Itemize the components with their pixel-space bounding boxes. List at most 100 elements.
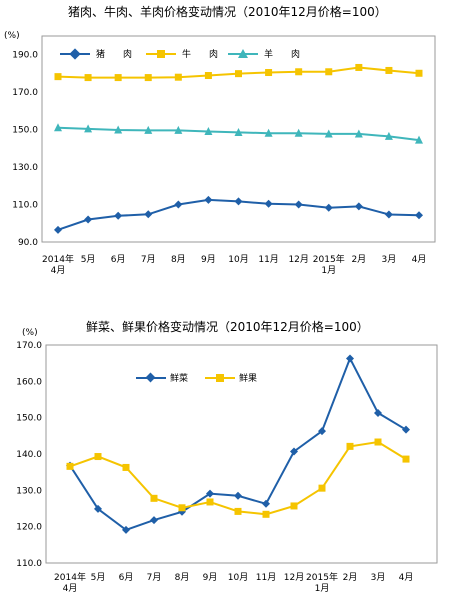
legend-label: 鲜果 [239, 372, 257, 384]
data-point [54, 123, 62, 132]
data-point [415, 211, 423, 220]
data-point [415, 135, 423, 144]
data-point [144, 125, 153, 134]
legend-label: 鲜菜 [170, 372, 188, 384]
data-point [234, 127, 243, 136]
x-tick-label: 7月 [147, 572, 162, 583]
y-tick-label: 160.0 [16, 377, 42, 387]
legend-marker [216, 374, 224, 382]
chart-title: 鲜菜、鲜果价格变动情况（2010年12月价格=100） [86, 319, 369, 334]
y-tick-label: 170.0 [16, 341, 42, 351]
data-point [324, 129, 333, 138]
data-point [324, 203, 333, 212]
data-point [346, 442, 354, 450]
data-point [204, 72, 212, 80]
data-point [385, 66, 393, 74]
data-point [264, 128, 273, 137]
data-point [114, 211, 123, 220]
legend-marker [69, 48, 81, 60]
data-point [122, 463, 130, 471]
x-tick-label: 3月 [371, 572, 386, 583]
x-tick-label: 8月 [171, 254, 186, 265]
data-point [262, 510, 270, 518]
x-tick-label: 4月 [399, 572, 414, 583]
legend-item-mutton: 羊 肉 [228, 48, 300, 60]
x-tick-label: 11月 [258, 254, 278, 265]
x-axis: 2014年 4月 5月 6月 7月 8月 9月 10月 11月 12月 2015年 1月 2月 3月 4月 [42, 253, 426, 276]
data-point [415, 69, 423, 77]
data-point [174, 73, 182, 81]
data-point [84, 124, 93, 133]
data-point [295, 68, 303, 76]
data-point [114, 74, 122, 82]
data-point [144, 74, 152, 82]
series-line [69, 440, 407, 516]
legend-item-beef: 牛 肉 [146, 48, 218, 60]
y-tick-label: 90.0 [18, 238, 38, 248]
plot-frame [41, 35, 436, 243]
data-point [235, 70, 242, 78]
legend: 鲜菜 鲜果 [136, 372, 257, 384]
data-point [290, 447, 298, 456]
data-point [150, 494, 158, 502]
legend: 猪 肉 牛 肉 羊 肉 [60, 48, 300, 60]
x-tick-label: 9月 [203, 572, 218, 583]
data-point [290, 502, 298, 510]
data-point [354, 202, 363, 211]
y-tick-label: 190.0 [12, 51, 38, 61]
data-point [318, 427, 326, 436]
legend-marker [157, 50, 165, 58]
data-point [294, 128, 303, 137]
data-point [54, 73, 62, 81]
data-point [384, 131, 393, 140]
y-tick-label: 130.0 [12, 163, 38, 173]
data-point [204, 127, 213, 136]
data-point [234, 197, 243, 206]
series-group [66, 354, 410, 534]
series-group [54, 63, 423, 234]
data-point [374, 438, 382, 446]
data-point [150, 516, 158, 525]
x-tick-label: 11月 [256, 572, 276, 583]
data-point [264, 199, 273, 208]
x-tick-label: 9月 [201, 254, 216, 265]
data-point [206, 498, 214, 506]
y-tick-label: 150.0 [16, 414, 42, 424]
data-point [94, 453, 102, 461]
y-axis-unit: (%) [22, 328, 38, 338]
data-point [234, 491, 242, 500]
x-tick-label: 2015年 1月 [313, 253, 345, 276]
legend-label: 羊 肉 [264, 48, 300, 60]
data-point [262, 499, 270, 508]
x-tick-label: 6月 [119, 572, 134, 583]
y-tick-label: 130.0 [16, 486, 42, 496]
data-point [374, 408, 382, 417]
data-point [114, 125, 123, 134]
x-tick-label: 5月 [81, 254, 96, 265]
data-point [84, 215, 93, 224]
x-tick-label: 5月 [91, 572, 106, 583]
legend-label: 牛 肉 [182, 48, 218, 60]
data-point [144, 210, 153, 219]
x-tick-label: 2月 [351, 254, 366, 265]
x-tick-label: 2015年 1月 [306, 571, 338, 594]
data-point [318, 484, 326, 492]
legend-item-pork: 猪 肉 [60, 48, 132, 60]
x-tick-label: 2014年 4月 [42, 253, 74, 276]
legend-label: 猪 肉 [96, 48, 132, 60]
x-tick-label: 6月 [111, 254, 126, 265]
legend-marker [145, 372, 156, 383]
data-point [325, 68, 333, 76]
data-point [294, 200, 303, 209]
data-point [402, 425, 410, 434]
y-axis-unit: (%) [4, 31, 20, 41]
data-point [94, 504, 102, 513]
pork-beef-mutton-chart: 猪肉、牛肉、羊肉价格变动情况（2010年12月价格=100） (%) 190.0… [4, 4, 436, 276]
data-point [122, 525, 130, 534]
data-point [402, 455, 410, 463]
data-point [355, 63, 363, 71]
x-tick-label: 10月 [228, 572, 248, 583]
vegetable-fruit-chart: (%) 鲜菜、鲜果价格变动情况（2010年12月价格=100） 170.0 160… [16, 319, 438, 594]
x-tick-label: 2月 [343, 572, 358, 583]
